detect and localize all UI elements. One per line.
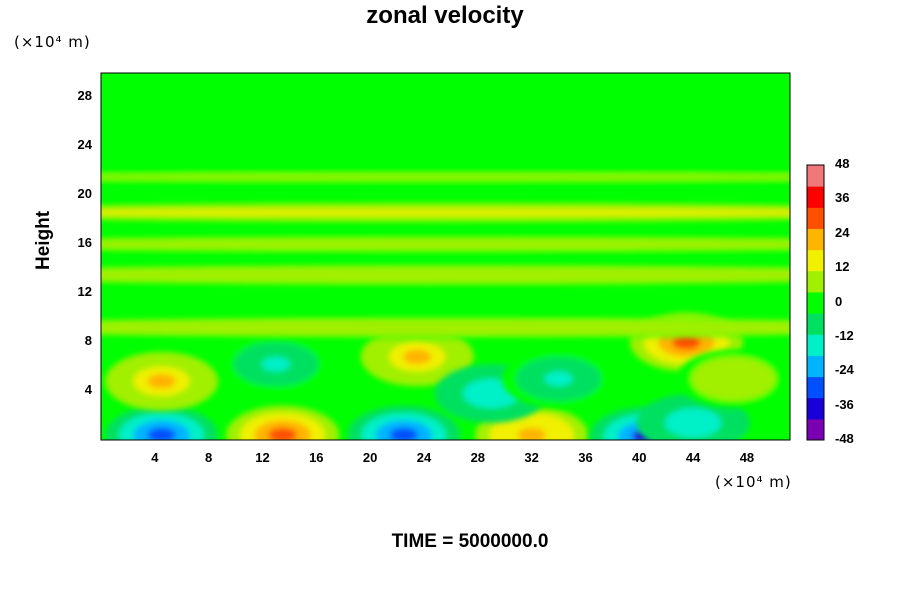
colorbar-band [807, 418, 824, 441]
contour-feature [219, 334, 333, 394]
y-tick-label: 28 [77, 88, 92, 104]
x-axis-unit: (×10⁴ m) [715, 473, 792, 491]
plot-frame [100, 72, 791, 441]
contour-feature [101, 201, 790, 224]
colorbar-tick-label: 24 [835, 224, 850, 240]
colorbar-tick-label: 12 [835, 259, 850, 275]
x-tick-label: 28 [470, 450, 486, 465]
colorbar-tick-label: 48 [835, 156, 850, 171]
colorbar-bands [806, 164, 825, 441]
colorbar-tick-label: -12 [835, 327, 854, 343]
x-tick-label: 20 [362, 450, 378, 465]
contour-feature [101, 165, 790, 188]
x-tick-label: 44 [685, 450, 701, 465]
y-tick-label: 24 [77, 137, 92, 153]
y-tick-label: 12 [77, 284, 92, 300]
y-tick-label: 20 [77, 186, 92, 202]
contour-feature [226, 405, 340, 440]
x-tick-label: 8 [205, 450, 213, 465]
x-tick-label: 32 [524, 450, 539, 465]
x-tick-label: 12 [255, 450, 270, 465]
colorbar-band [807, 186, 824, 208]
colorbar-band [807, 334, 824, 356]
colorbar-tick-label: 36 [835, 190, 850, 206]
colorbar-band [807, 270, 824, 293]
x-tick-label: 4 [151, 450, 159, 465]
colorbar-band [807, 355, 824, 378]
contour-feature [502, 349, 616, 409]
chart-title: zonal velocity [366, 2, 524, 29]
y-tick-label: 8 [84, 333, 92, 349]
colorbar-tick-label: -24 [835, 362, 854, 378]
colorbar-band [807, 313, 824, 335]
colorbar-tick-label: -36 [835, 396, 854, 412]
contour-feature [101, 316, 790, 339]
colorbar-band [807, 228, 824, 251]
colorbar-band [807, 165, 824, 187]
contour-feature [101, 233, 790, 256]
colorbar-tick-label: 0 [835, 293, 843, 309]
colorbar-band [807, 207, 824, 229]
plot-area [101, 73, 790, 440]
contour-feature [636, 393, 750, 440]
contour-feature [347, 405, 461, 440]
y-axis-unit: (×10⁴ m) [14, 33, 91, 51]
y-tick-label: 16 [77, 235, 92, 251]
contour-feature [105, 405, 219, 440]
x-tick-label: 24 [416, 450, 432, 465]
colorbar-band [807, 397, 824, 420]
colorbar-tick-label: -48 [835, 431, 854, 446]
x-tick-label: 40 [632, 450, 647, 465]
contour-feature [676, 349, 790, 409]
colorbar-band [807, 376, 824, 399]
x-tick-label: 48 [739, 450, 755, 465]
x-tick-label: 36 [578, 450, 593, 465]
x-tick-label: 16 [309, 450, 324, 465]
colorbar-frame [806, 164, 825, 441]
colorbar-band [807, 249, 824, 272]
colorbar-band [807, 291, 824, 314]
contour-feature [101, 263, 790, 286]
contour-feature [360, 327, 474, 387]
y-tick-label: 4 [84, 382, 92, 398]
time-label: TIME = 5000000.0 [391, 531, 549, 552]
contour-feature [105, 351, 219, 411]
